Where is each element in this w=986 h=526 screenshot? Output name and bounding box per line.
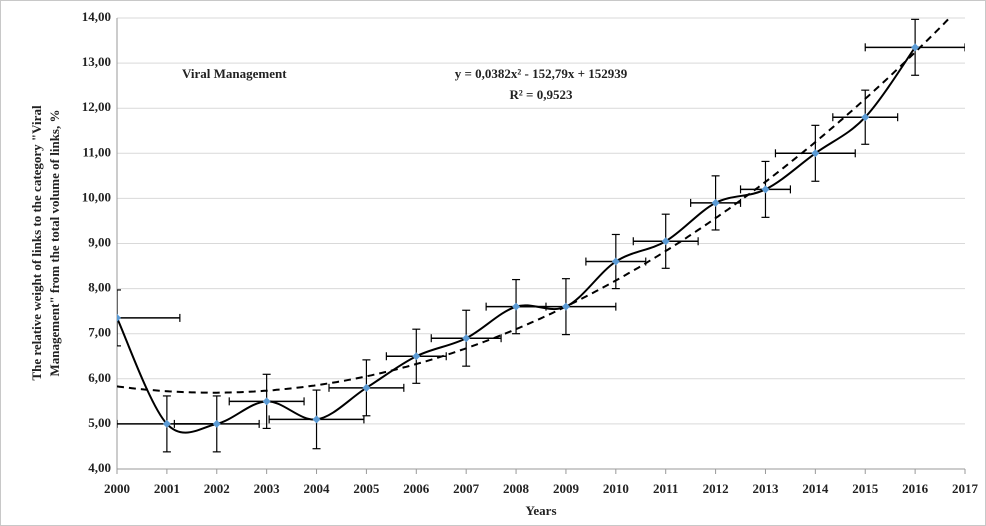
marker bbox=[117, 313, 121, 322]
marker bbox=[861, 113, 870, 122]
y-tick-label: 8,00 bbox=[88, 280, 111, 295]
x-tick-label: 2005 bbox=[353, 481, 380, 496]
x-tick-label: 2012 bbox=[703, 481, 729, 496]
annotation: Viral Management bbox=[182, 66, 287, 81]
marker bbox=[162, 419, 171, 428]
x-tick-label: 2008 bbox=[503, 481, 530, 496]
x-tick-label: 2009 bbox=[553, 481, 580, 496]
x-tick-label: 2011 bbox=[653, 481, 678, 496]
x-axis-label: Years bbox=[525, 503, 556, 518]
y-tick-label: 13,00 bbox=[82, 54, 111, 69]
y-tick-label: 4,00 bbox=[88, 460, 111, 475]
trendline bbox=[117, 16, 951, 394]
marker bbox=[911, 43, 920, 52]
marker bbox=[711, 198, 720, 207]
x-tick-label: 2000 bbox=[104, 481, 130, 496]
y-tick-label: 12,00 bbox=[82, 99, 111, 114]
y-tick-label: 10,00 bbox=[82, 189, 111, 204]
marker bbox=[412, 352, 421, 361]
plot bbox=[117, 16, 965, 453]
x-tick-label: 2006 bbox=[403, 481, 430, 496]
marker bbox=[811, 149, 820, 158]
y-axis-label: Management" from the total volume of lin… bbox=[47, 110, 62, 377]
x-tick-label: 2002 bbox=[204, 481, 230, 496]
x-tick-label: 2010 bbox=[603, 481, 629, 496]
x-tick-label: 2013 bbox=[752, 481, 779, 496]
y-tick-label: 7,00 bbox=[88, 325, 111, 340]
y-tick-label: 9,00 bbox=[88, 234, 111, 249]
x-tick-label: 2015 bbox=[852, 481, 879, 496]
marker bbox=[512, 302, 521, 311]
y-tick-label: 6,00 bbox=[88, 370, 111, 385]
x-tick-label: 2016 bbox=[902, 481, 929, 496]
x-tick-label: 2014 bbox=[802, 481, 829, 496]
equation: y = 0,0382x² - 152,79x + 152939 bbox=[455, 66, 628, 81]
marker bbox=[312, 415, 321, 424]
marker bbox=[212, 419, 221, 428]
r-squared: R² = 0,9523 bbox=[510, 87, 573, 102]
x-tick-label: 2004 bbox=[304, 481, 331, 496]
y-axis-label: The relative weight of links to the cate… bbox=[29, 105, 44, 381]
marker bbox=[362, 383, 371, 392]
marker bbox=[761, 185, 770, 194]
marker bbox=[262, 397, 271, 406]
x-tick-label: 2003 bbox=[254, 481, 281, 496]
x-tick-label: 2001 bbox=[154, 481, 180, 496]
y-tick-label: 5,00 bbox=[88, 415, 111, 430]
marker bbox=[661, 237, 670, 246]
marker bbox=[462, 334, 471, 343]
marker bbox=[561, 302, 570, 311]
x-tick-label: 2007 bbox=[453, 481, 480, 496]
y-tick-label: 11,00 bbox=[82, 144, 111, 159]
y-tick-label: 14,00 bbox=[82, 9, 111, 24]
x-tick-label: 2017 bbox=[952, 481, 979, 496]
marker bbox=[611, 257, 620, 266]
